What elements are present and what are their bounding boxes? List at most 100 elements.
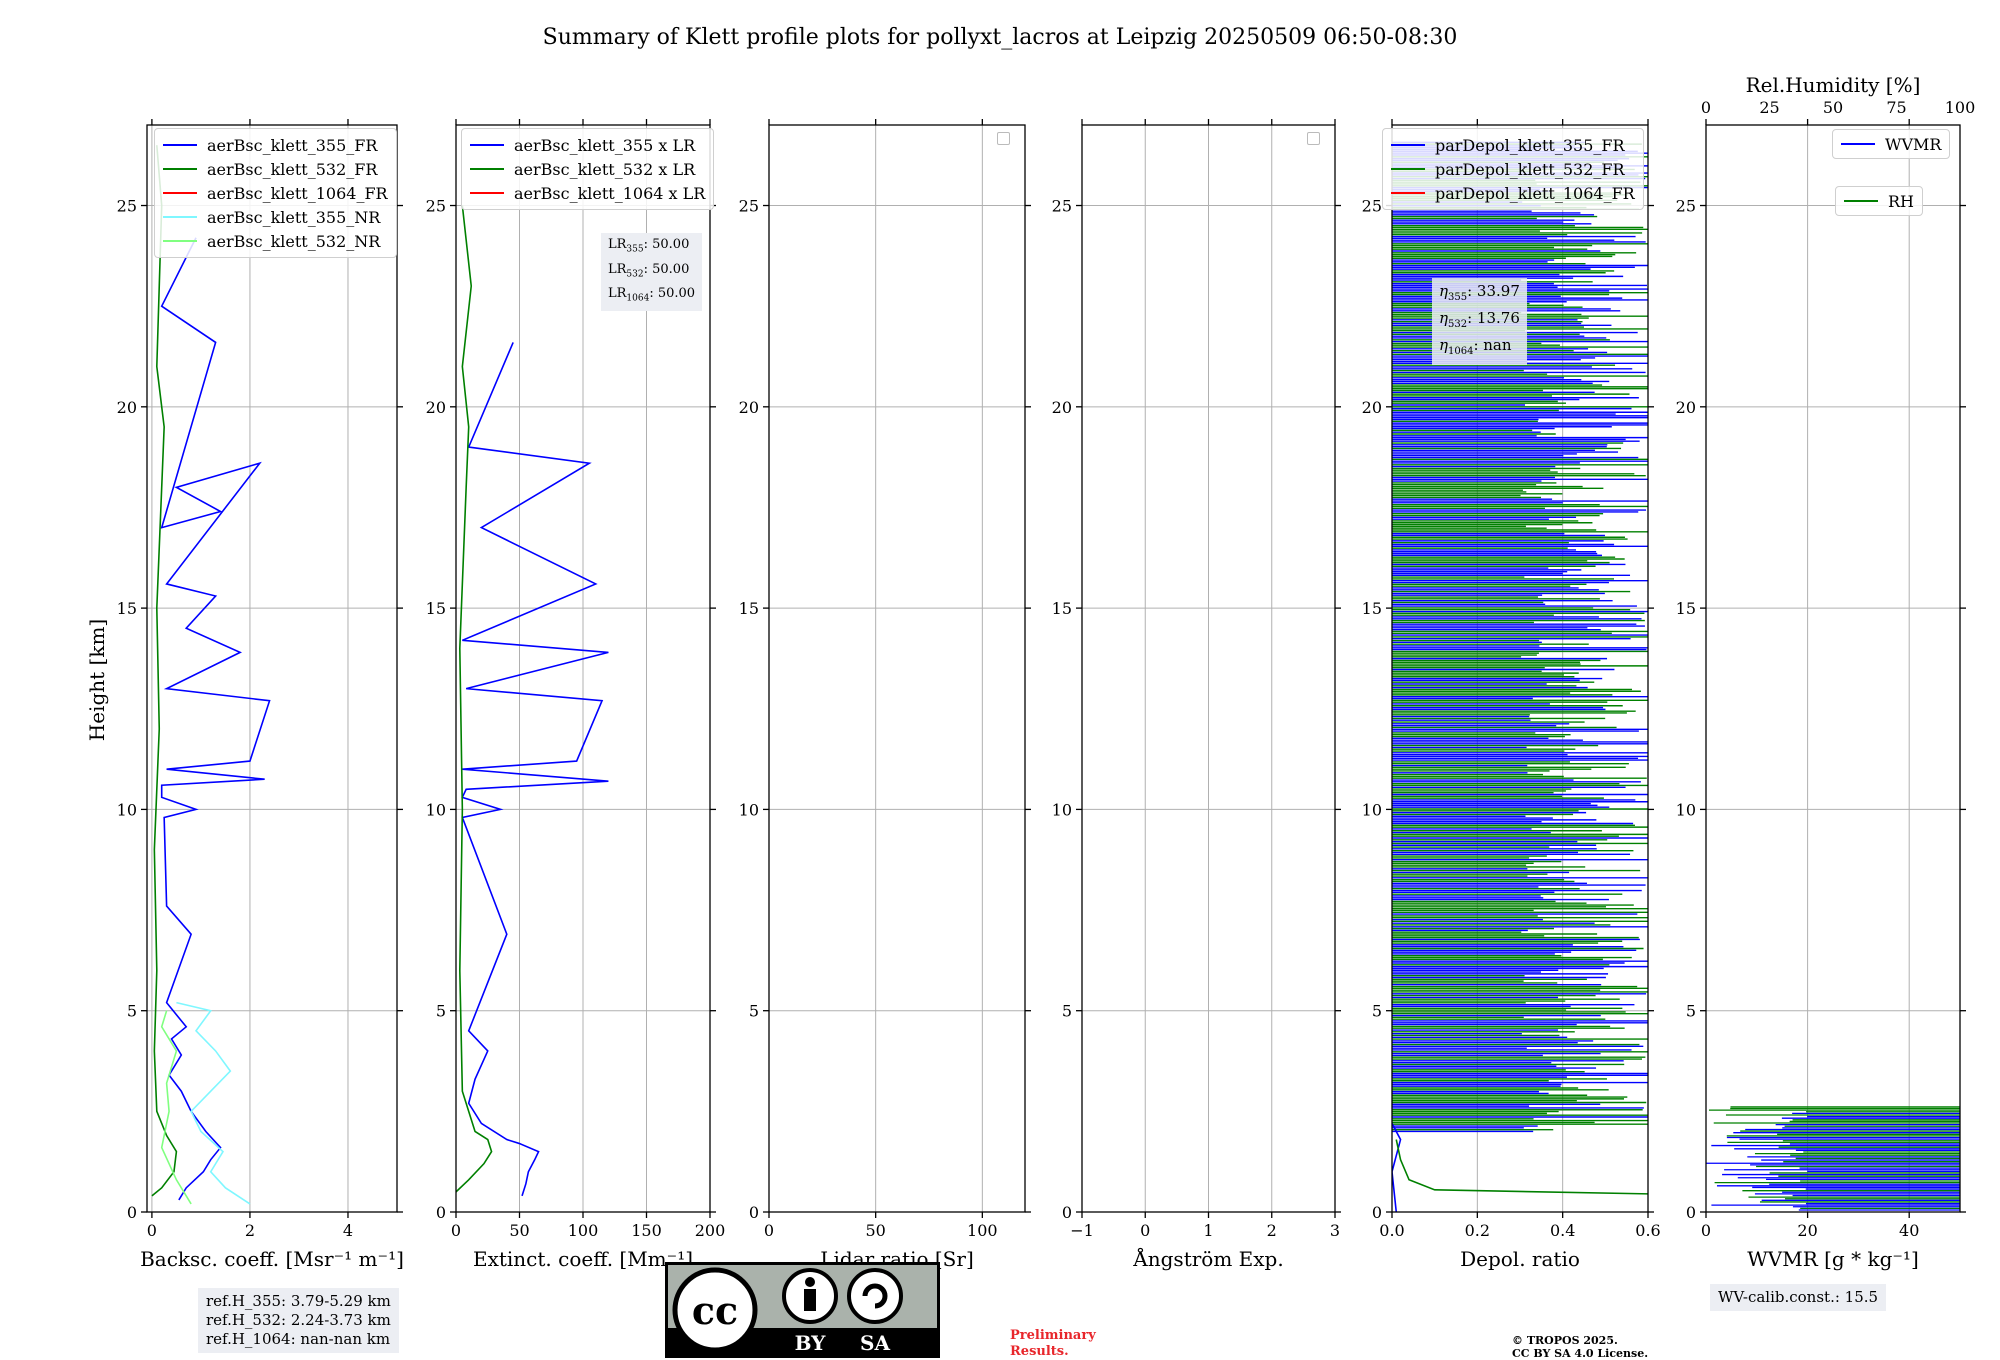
legend-item: aerBsc_klett_355 x LR	[470, 133, 705, 157]
x2-tick-label: 50	[1823, 98, 1843, 117]
figure-title: Summary of Klett profile plots for polly…	[543, 25, 1458, 50]
x-tick-label: 3	[1330, 1221, 1340, 1240]
y-tick-label: 0	[1372, 1203, 1382, 1222]
x-tick-label: 20	[1797, 1221, 1817, 1240]
legend-item: RH	[1844, 189, 1914, 213]
axes-frame	[1391, 124, 1649, 1213]
y-tick-label: 5	[436, 1002, 446, 1021]
eta355-line: η355: 33.97	[1439, 282, 1520, 303]
legend-label: parDepol_klett_532_FR	[1435, 159, 1625, 179]
y-tick-label: 20	[117, 398, 137, 417]
x-tick-label: 0	[147, 1221, 157, 1240]
x-tick-label: −1	[1070, 1221, 1094, 1240]
series-line-1	[1395, 1139, 1648, 1195]
legend-label: aerBsc_klett_1064 x LR	[514, 183, 706, 203]
legend-label: aerBsc_klett_355_FR	[207, 135, 378, 155]
legend-item: parDepol_klett_532_FR	[1391, 157, 1635, 181]
extinction-legend: aerBsc_klett_355 x LR aerBsc_klett_532 x…	[461, 128, 715, 210]
legend-item: aerBsc_klett_532_FR	[163, 157, 388, 181]
y-axis-label: Height [km]	[85, 619, 109, 741]
attribution-body	[804, 1289, 816, 1311]
x-tick-label: 150	[631, 1221, 662, 1240]
y-tick-label: 20	[739, 398, 759, 417]
y-tick-label: 25	[1052, 197, 1072, 216]
preliminary-results-note: Preliminary Results.	[1010, 1328, 1096, 1360]
y-tick-label: 20	[1362, 398, 1382, 417]
legend-item: aerBsc_klett_1064_FR	[163, 181, 388, 205]
legend-item: parDepol_klett_1064_FR	[1391, 181, 1635, 205]
y-tick-label: 5	[1686, 1002, 1696, 1021]
y-tick-label: 25	[426, 197, 446, 216]
x2-tick-label: 75	[1886, 98, 1906, 117]
y-tick-label: 15	[1052, 599, 1072, 618]
y-tick-label: 10	[1052, 800, 1072, 819]
backscatter-legend: aerBsc_klett_355_FR aerBsc_klett_532_FR …	[154, 128, 397, 258]
axes-frame	[1705, 124, 1961, 1213]
preliminary-line-1: Preliminary	[1010, 1328, 1096, 1343]
y-tick-label: 15	[1362, 599, 1382, 618]
wvmr-legend: WVMR	[1832, 129, 1951, 159]
x-tick-label: 2	[1267, 1221, 1277, 1240]
y-tick-label: 10	[1676, 800, 1696, 819]
x-tick-label: 0	[451, 1221, 461, 1240]
x-tick-label: 200	[695, 1221, 726, 1240]
legend-item: aerBsc_klett_532 x LR	[470, 157, 705, 181]
legend-label: aerBsc_klett_355 x LR	[514, 135, 696, 155]
y-tick-label: 5	[1062, 1002, 1072, 1021]
series-line-0	[1392, 1123, 1402, 1212]
legend-label: aerBsc_klett_532_FR	[207, 159, 378, 179]
y-tick-label: 0	[127, 1203, 137, 1222]
x-tick-label: 0	[1701, 1221, 1711, 1240]
legend-label: aerBsc_klett_1064_FR	[207, 183, 388, 203]
x-tick-label: 0.6	[1635, 1221, 1660, 1240]
y-tick-label: 5	[127, 1002, 137, 1021]
series-line-1	[456, 205, 493, 1193]
legend-label: parDepol_klett_355_FR	[1435, 135, 1625, 155]
x-tick-label: 100	[568, 1221, 599, 1240]
axes-frame	[768, 124, 1026, 1213]
preliminary-line-2: Results.	[1010, 1344, 1069, 1359]
series-line-0	[461, 342, 609, 1197]
legend-item: aerBsc_klett_1064 x LR	[470, 181, 705, 205]
sa-label: SA	[860, 1331, 890, 1355]
y-tick-label: 0	[1062, 1203, 1072, 1222]
legend-label: aerBsc_klett_532_NR	[207, 231, 381, 251]
axes-frame	[146, 124, 398, 1213]
copyright-note: © TROPOS 2025. CC BY SA 4.0 License.	[1512, 1334, 1648, 1360]
y-tick-label: 5	[749, 1002, 759, 1021]
x-tick-label: 50	[865, 1221, 885, 1240]
y-tick-label: 15	[739, 599, 759, 618]
x-axis-label: Ångström Exp.	[1132, 1246, 1283, 1271]
cc-by-sa-badge: cc BY SA	[665, 1262, 940, 1358]
legend-label: aerBsc_klett_355_NR	[207, 207, 381, 227]
y-tick-label: 10	[426, 800, 446, 819]
lr532-line: LR532: 50.00	[608, 261, 690, 280]
copyright-line-2: CC BY SA 4.0 License.	[1512, 1347, 1649, 1360]
x-tick-label: 0.2	[1465, 1221, 1490, 1240]
plot-area	[151, 145, 271, 1205]
x-tick-label: 50	[509, 1221, 529, 1240]
legend-label: parDepol_klett_1064_FR	[1435, 183, 1635, 203]
x-tick-label: 1	[1203, 1221, 1213, 1240]
plot-area	[1706, 1106, 1960, 1211]
x2-tick-label: 25	[1759, 98, 1779, 117]
eta1064-line: η1064: nan	[1439, 336, 1512, 357]
legend-label: RH	[1888, 191, 1914, 211]
x-tick-label: 0	[1140, 1221, 1150, 1240]
rh-legend: RH	[1835, 186, 1923, 216]
panel-backscatter: 0 5 10 15 20 25 0 2 4 Backsc. coeff. [Msr⁻¹ m⁻¹]	[117, 119, 404, 1271]
lr1064-line: LR1064: 50.00	[608, 286, 696, 304]
x2-tick-label: 0	[1701, 98, 1711, 117]
series-line-3	[176, 1001, 251, 1205]
lidar-ratio-empty-legend	[997, 132, 1010, 145]
x-tick-label: 0.4	[1550, 1221, 1575, 1240]
lr355-line: LR355: 50.00	[608, 237, 690, 255]
legend-label: WVMR	[1885, 134, 1942, 154]
x2-axis-label: Rel.Humidity [%]	[1746, 73, 1921, 97]
y-tick-label: 5	[1372, 1002, 1382, 1021]
wv-calib-note: WV-calib.const.: 15.5	[1710, 1284, 1887, 1311]
x-tick-label: 0	[764, 1221, 774, 1240]
